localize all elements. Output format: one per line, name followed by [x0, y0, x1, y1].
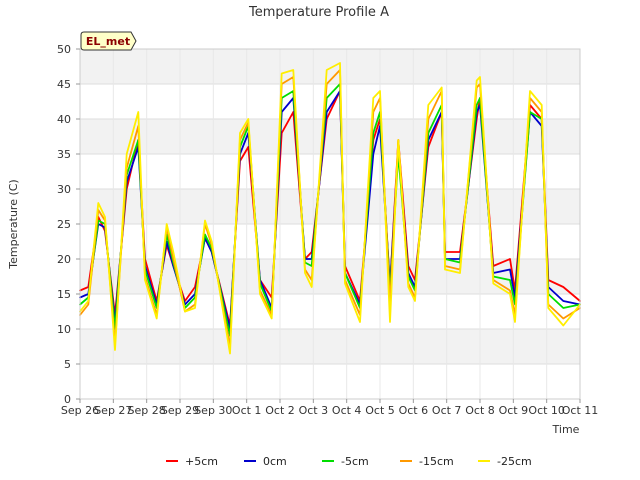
y-tick-label: 25 [57, 218, 71, 231]
x-tick-label: Oct 2 [265, 404, 295, 417]
y-tick-label: 40 [57, 113, 71, 126]
x-tick-label: Oct 11 [562, 404, 599, 417]
x-tick-label: Oct 10 [528, 404, 565, 417]
y-tick-label: 5 [64, 358, 71, 371]
y-tick-label: 10 [57, 323, 71, 336]
band-45-50 [80, 49, 580, 84]
badge-label: EL_met [86, 35, 130, 48]
y-axis-title: Temperature (C) [7, 179, 20, 269]
x-tick-label: Sep 29 [161, 404, 199, 417]
y-tick-label: 20 [57, 253, 71, 266]
x-tick-label: Sep 30 [194, 404, 232, 417]
series-line-4 [79, 62, 581, 355]
y-axis-ticks: 0 5 10 15 20 25 30 35 40 45 50 [57, 43, 80, 406]
legend-label: -15cm [419, 455, 454, 468]
plot-bands [80, 49, 580, 364]
badge-shape [80, 31, 137, 51]
band-25-30 [80, 189, 580, 224]
x-tick-label: Oct 7 [432, 404, 462, 417]
x-axis-title: Time [552, 423, 580, 436]
legend: +5cm 0cm -5cm -15cm -25cm [166, 455, 532, 468]
y-tick-label: 50 [57, 43, 71, 56]
y-tick-label: 35 [57, 148, 71, 161]
x-tick-label: Oct 5 [365, 404, 395, 417]
y-tick-label: 45 [57, 78, 71, 91]
legend-label: -25cm [497, 455, 532, 468]
x-tick-label: Sep 27 [94, 404, 132, 417]
x-tick-label: Oct 3 [299, 404, 329, 417]
legend-label: 0cm [263, 455, 287, 468]
station-badge: EL_met [80, 31, 137, 51]
y-tick-label: 0 [64, 393, 71, 406]
legend-label: -5cm [341, 455, 369, 468]
x-tick-label: Oct 9 [499, 404, 529, 417]
x-tick-label: Oct 1 [232, 404, 262, 417]
chart-title: Temperature Profile A [248, 5, 389, 20]
band-5-10 [80, 329, 580, 364]
legend-label: +5cm [185, 455, 218, 468]
x-tick-label: Sep 26 [61, 404, 99, 417]
x-tick-label: Oct 4 [332, 404, 362, 417]
band-15-20 [80, 259, 580, 294]
series-lines [79, 62, 581, 355]
x-tick-label: Oct 8 [465, 404, 495, 417]
x-tick-label: Sep 28 [128, 404, 166, 417]
x-tick-label: Oct 6 [399, 404, 429, 417]
band-35-40 [80, 119, 580, 154]
y-tick-label: 15 [57, 288, 71, 301]
y-tick-label: 30 [57, 183, 71, 196]
